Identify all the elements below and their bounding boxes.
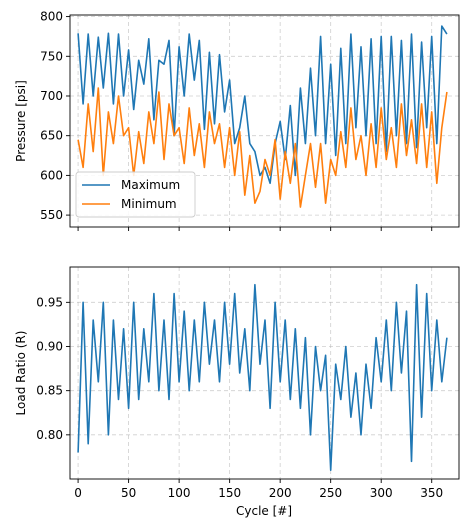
pressure-y-label: Pressure [psi]: [14, 80, 28, 162]
load-ratio-x-tick-label: 300: [370, 486, 393, 500]
pressure-y-tick-label: 750: [40, 49, 63, 63]
load-ratio-y-tick-label: 0.80: [36, 428, 63, 442]
load-ratio-x-tick-label: 0: [74, 486, 82, 500]
load-ratio-y-tick-label: 0.90: [36, 340, 63, 354]
pressure-series-line-maximum: [77, 25, 448, 185]
load-ratio-series-line-0: [77, 283, 448, 472]
pressure-x-ticks: [77, 227, 433, 231]
load-ratio-x-tick-label: 200: [269, 486, 292, 500]
load-ratio-y-ticks: 0.80 0.85 0.90 0.95: [36, 295, 70, 442]
legend-frame: [75, 171, 196, 218]
load-ratio-y-label: Load Ratio (R): [14, 331, 28, 416]
pressure-series: [77, 25, 448, 208]
load-ratio-y-tick-label: 0.85: [36, 384, 63, 398]
pressure-y-tick-label: 600: [40, 168, 63, 182]
legend: Maximum Minimum: [75, 171, 196, 218]
pressure-y-ticks: 550 600 650 700 750 800: [40, 10, 70, 222]
pressure-y-tick-label: 650: [40, 129, 63, 143]
pressure-axes-frame: [69, 14, 460, 228]
load-ratio-x-tick-label: 100: [168, 486, 191, 500]
pressure-panel: 550 600 650 700 750 800 Pressure [psi] Maximu…: [14, 10, 460, 231]
load-ratio-x-tick-label: 350: [420, 486, 443, 500]
load-ratio-x-tick-label: 250: [319, 486, 342, 500]
legend-label-minimum: Minimum: [121, 197, 177, 211]
pressure-series-line-minimum: [77, 87, 448, 208]
load-ratio-x-tick-label: 150: [218, 486, 241, 500]
load-ratio-y-tick-label: 0.95: [36, 295, 63, 309]
load-ratio-x-tick-label: 50: [121, 486, 136, 500]
legend-label-maximum: Maximum: [121, 178, 180, 192]
pressure-y-tick-label: 800: [40, 10, 63, 24]
load-ratio-axes-frame: [69, 266, 460, 480]
load-ratio-x-ticks: 0 50 100 150 200 250 300 350: [74, 479, 443, 500]
pressure-y-tick-label: 550: [40, 208, 63, 222]
load-ratio-series: [77, 283, 448, 472]
pressure-y-tick-label: 700: [40, 89, 63, 103]
load-ratio-panel: 0.80 0.85 0.90 0.95 0 50 100 150 200 250 300 350 L…: [14, 266, 460, 518]
x-axis-label: Cycle [#]: [236, 504, 292, 518]
